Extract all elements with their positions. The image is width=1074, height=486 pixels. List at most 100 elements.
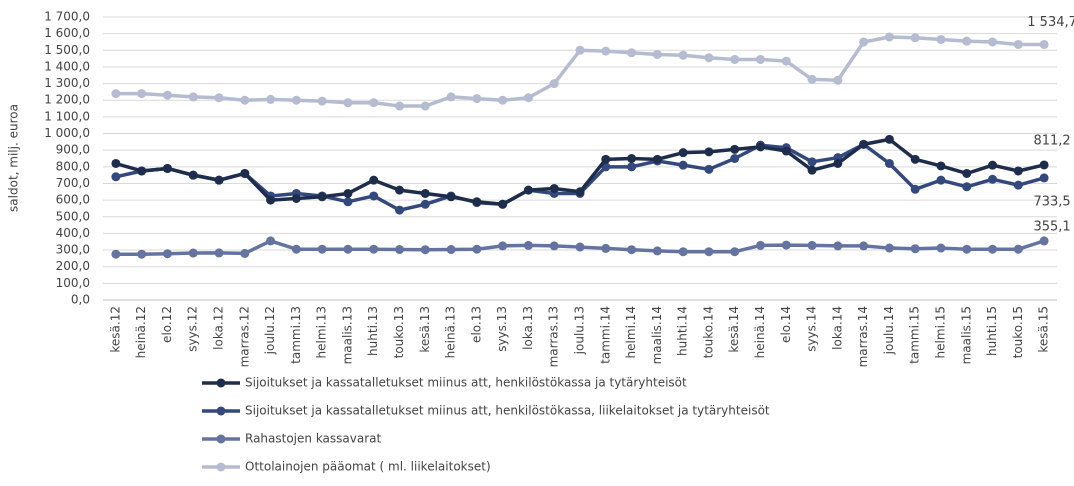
- y-tick-label: 800,0: [56, 159, 90, 173]
- point: [343, 188, 353, 198]
- point: [988, 174, 998, 184]
- x-tick-label: kesä.14: [727, 306, 741, 353]
- point: [266, 236, 276, 246]
- point: [859, 139, 869, 149]
- point: [291, 95, 301, 105]
- point: [317, 96, 327, 106]
- data-label: 355,1: [1033, 219, 1070, 234]
- x-tick-label: elo.14: [779, 306, 793, 343]
- point: [214, 175, 224, 185]
- y-tick-label: 1 400,0: [44, 59, 90, 73]
- point: [962, 168, 972, 178]
- point: [420, 101, 430, 111]
- point: [137, 249, 147, 259]
- x-tick-label: joulu.12: [263, 306, 277, 355]
- point: [549, 183, 559, 193]
- point: [369, 175, 379, 185]
- point: [678, 160, 688, 170]
- point: [343, 244, 353, 254]
- point: [652, 154, 662, 164]
- point: [936, 243, 946, 253]
- legend-label: Rahastojen kassavarat: [245, 432, 382, 446]
- point: [395, 205, 405, 215]
- point: [1039, 173, 1049, 183]
- y-tick-label: 1 100,0: [44, 109, 90, 123]
- x-tick-label: loka.14: [830, 306, 844, 350]
- point: [704, 147, 714, 157]
- point: [730, 144, 740, 154]
- point: [395, 185, 405, 195]
- y-tick-label: 1 200,0: [44, 93, 90, 107]
- point: [446, 245, 456, 255]
- x-tick-label: touko.13: [392, 306, 406, 358]
- x-tick-label: elo.13: [469, 306, 483, 343]
- x-tick-label: huhti.13: [366, 306, 380, 356]
- y-tick-label: 700,0: [56, 176, 90, 190]
- point: [755, 142, 765, 152]
- point: [137, 166, 147, 176]
- point: [266, 94, 276, 104]
- point: [884, 158, 894, 168]
- point: [188, 248, 198, 258]
- y-tick-label: 300,0: [56, 243, 90, 257]
- point: [317, 244, 327, 254]
- point: [833, 241, 843, 251]
- point: [884, 243, 894, 253]
- legend-label: Ottolainojen pääomat ( ml. liikelaitokse…: [245, 460, 491, 474]
- point: [781, 146, 791, 156]
- point: [549, 79, 559, 89]
- x-tick-label: huhti.14: [676, 306, 690, 356]
- x-tick-label: helmi.14: [624, 306, 638, 358]
- point: [988, 160, 998, 170]
- point: [162, 90, 172, 100]
- point: [627, 245, 637, 255]
- legend-marker: [216, 462, 226, 472]
- point: [575, 187, 585, 197]
- point: [910, 33, 920, 43]
- x-tick-label: helmi.15: [933, 306, 947, 358]
- x-tick-label: marras.14: [856, 306, 870, 367]
- point: [369, 98, 379, 108]
- point: [601, 243, 611, 253]
- x-tick-label: heinä.12: [134, 306, 148, 358]
- point: [962, 244, 972, 254]
- point: [1013, 244, 1023, 254]
- point: [755, 240, 765, 250]
- point: [730, 54, 740, 64]
- point: [678, 247, 688, 257]
- point: [730, 154, 740, 163]
- point: [472, 244, 482, 254]
- point: [498, 199, 508, 209]
- y-tick-label: 1 300,0: [44, 76, 90, 90]
- point: [807, 74, 817, 84]
- point: [652, 246, 662, 256]
- legend-marker: [216, 378, 226, 388]
- point: [111, 249, 121, 259]
- x-tick-label: tammi.15: [908, 306, 922, 364]
- point: [291, 193, 301, 203]
- x-tick-label: marras.13: [547, 306, 561, 367]
- x-tick-label: helmi.13: [315, 306, 329, 358]
- point: [137, 89, 147, 99]
- point: [214, 248, 224, 258]
- point: [807, 240, 817, 250]
- point: [859, 241, 869, 251]
- y-tick-label: 100,0: [56, 276, 90, 290]
- point: [652, 49, 662, 59]
- point: [1013, 166, 1023, 176]
- point: [240, 168, 250, 178]
- x-tick-label: maalis.13: [340, 306, 354, 364]
- y-tick-label: 1 500,0: [44, 43, 90, 57]
- point: [704, 164, 714, 174]
- point: [498, 241, 508, 251]
- point: [343, 98, 353, 108]
- point: [523, 185, 533, 195]
- point: [472, 197, 482, 207]
- point: [575, 242, 585, 252]
- data-label: 811,2: [1033, 133, 1070, 148]
- point: [601, 46, 611, 56]
- x-tick-label: elo.12: [160, 306, 174, 343]
- point: [523, 93, 533, 103]
- point: [240, 95, 250, 105]
- point: [395, 245, 405, 255]
